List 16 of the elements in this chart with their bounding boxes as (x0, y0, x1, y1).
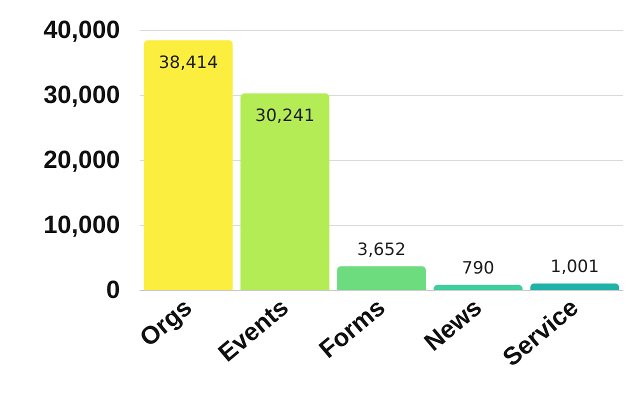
y-tick-label: 0 (106, 276, 120, 304)
data-label: 38,414 (158, 52, 218, 73)
bar (530, 283, 620, 290)
data-label: 790 (462, 258, 494, 278)
data-label: 3,652 (357, 240, 406, 260)
bar (337, 266, 426, 290)
data-label: 1,001 (550, 256, 600, 277)
y-tick-label: 40,000 (44, 16, 120, 44)
data-label: 30,241 (255, 106, 315, 126)
y-tick-label: 30,000 (44, 81, 120, 109)
bar (434, 284, 523, 290)
x-tick-label: Orgs (134, 293, 198, 352)
y-tick-label: 20,000 (44, 146, 120, 174)
bar (240, 93, 330, 290)
bar (144, 40, 233, 290)
y-tick-label: 10,000 (44, 211, 120, 239)
